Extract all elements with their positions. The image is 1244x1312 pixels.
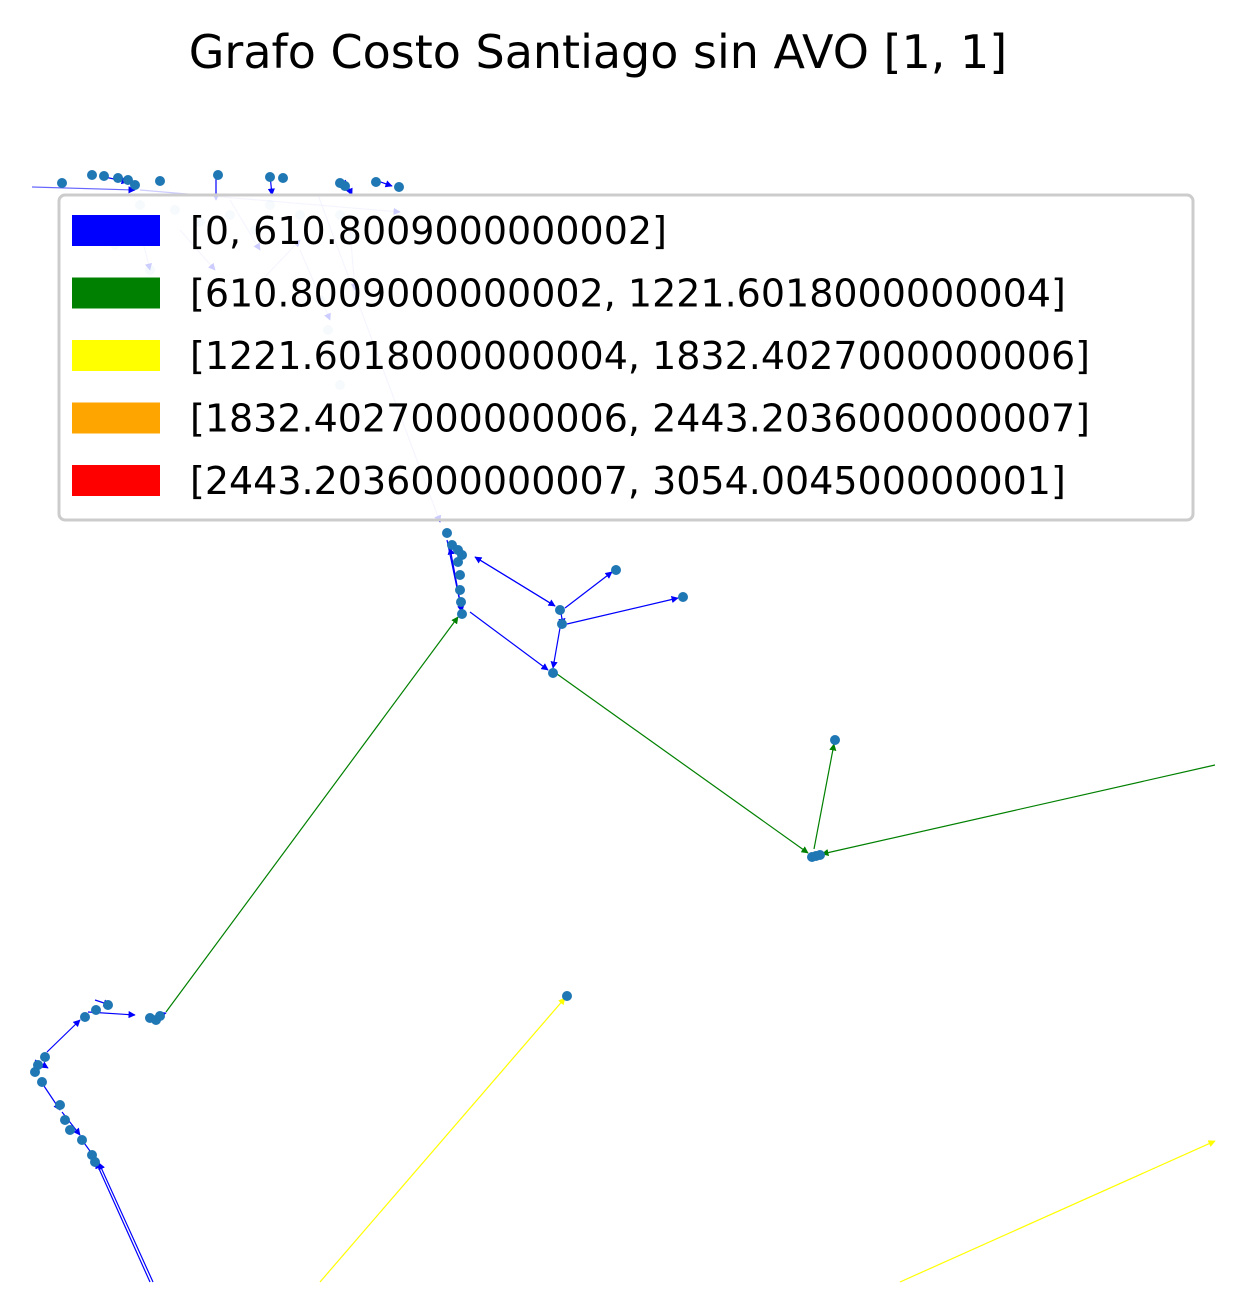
- legend-item-2: [610.8009000000002, 1221.6018000000004]: [72, 272, 1066, 316]
- graph-node-61: [65, 1125, 75, 1135]
- graph-node-38: [457, 609, 467, 619]
- graph-node-37: [456, 597, 466, 607]
- legend-label: [1832.4027000000006, 2443.2036000000007]: [190, 397, 1090, 441]
- graph-node-9: [265, 172, 275, 182]
- graph-edge-17: [319, 997, 566, 1283]
- graph-node-12: [340, 181, 350, 191]
- graph-edge-21: [46, 1019, 81, 1053]
- graph-node-51: [155, 1011, 165, 1021]
- graph-node-14: [394, 182, 404, 192]
- graph-node-10: [278, 173, 288, 183]
- graph-node-13: [371, 177, 381, 187]
- legend-item-1: [0, 610.8009000000002]: [72, 209, 667, 253]
- graph-node-42: [611, 565, 621, 575]
- graph-node-64: [90, 1157, 100, 1167]
- graph-edge-11: [469, 611, 549, 671]
- graph-node-55: [40, 1052, 50, 1062]
- graph-node-40: [557, 619, 567, 629]
- graph-node-6: [130, 180, 140, 190]
- graph-node-52: [103, 1000, 113, 1010]
- legend-swatch: [72, 277, 160, 309]
- graph-node-58: [37, 1077, 47, 1087]
- legend-item-5: [2443.2036000000007, 3054.004500000001]: [72, 459, 1066, 503]
- graph-edge-18: [899, 1140, 1216, 1283]
- graph-node-36: [455, 585, 465, 595]
- graph-node-5: [123, 175, 133, 185]
- graph-node-59: [55, 1100, 65, 1110]
- graph-edge-16: [165, 616, 459, 1013]
- graph-edge-20: [98, 1162, 154, 1283]
- graph-node-35: [455, 570, 465, 580]
- legend-swatch: [72, 465, 160, 496]
- legend-label: [2443.2036000000007, 3054.004500000001]: [190, 459, 1066, 503]
- graph-edge-10: [550, 627, 561, 669]
- graph-node-41: [548, 668, 558, 678]
- graph-edge-15: [821, 764, 1216, 857]
- graph-edge-2: [31, 186, 136, 194]
- legend-label: [1221.6018000000004, 1832.4027000000006]: [190, 334, 1090, 378]
- legend-item-4: [1832.4027000000006, 2443.2036000000007]: [72, 397, 1090, 441]
- legend-swatch: [72, 215, 160, 246]
- legend-item-3: [1221.6018000000004, 1832.4027000000006]: [72, 334, 1090, 378]
- graph-node-54: [80, 1012, 90, 1022]
- legend-label: [0, 610.8009000000002]: [190, 209, 667, 253]
- graph-node-1: [57, 178, 67, 188]
- graph-node-48: [562, 991, 572, 1001]
- graph-node-4: [113, 173, 123, 183]
- graph-node-62: [77, 1135, 87, 1145]
- graph-node-53: [91, 1005, 101, 1015]
- legend: [0, 610.8009000000002] [610.8009000000002…: [57, 193, 1195, 522]
- legend-frame: [57, 193, 1195, 522]
- graph-node-47: [815, 850, 825, 860]
- legend-swatch: [72, 340, 160, 371]
- graph-node-57: [30, 1067, 40, 1077]
- graph-edge-7: [474, 556, 556, 607]
- graph-node-2: [87, 170, 97, 180]
- graph-node-44: [830, 735, 840, 745]
- graph-edge-9: [566, 595, 679, 625]
- graph-node-8: [213, 170, 223, 180]
- graph-node-34: [453, 557, 463, 567]
- graph-title: Grafo Costo Santiago sin AVO [1, 1]: [189, 25, 1007, 79]
- graph-node-39: [555, 605, 565, 615]
- graph-node-30: [442, 528, 452, 538]
- graph-node-7: [155, 176, 165, 186]
- graph-edge-8: [564, 571, 613, 609]
- legend-label: [610.8009000000002, 1221.6018000000004]: [190, 272, 1066, 316]
- graph-edge-13: [556, 673, 809, 854]
- graph-node-43: [678, 592, 688, 602]
- legend-swatch: [72, 402, 160, 434]
- graph-node-3: [99, 171, 109, 181]
- graph-edge-19: [95, 1161, 151, 1283]
- graph-node-60: [60, 1115, 70, 1125]
- graph-edge-14: [813, 743, 837, 850]
